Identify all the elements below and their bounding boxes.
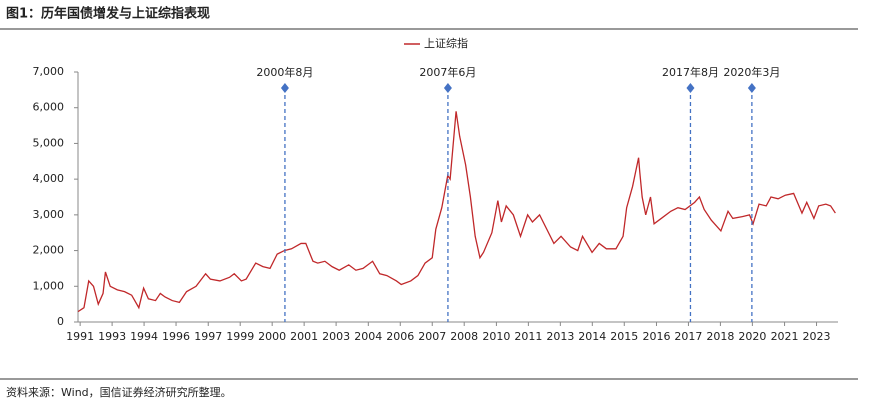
series-line bbox=[77, 111, 836, 313]
x-tick-label: 2018 bbox=[706, 330, 734, 343]
x-tick-label: 2016 bbox=[642, 330, 670, 343]
y-tick-label: 1,000 bbox=[33, 279, 65, 292]
y-tick-label: 7,000 bbox=[33, 65, 65, 78]
x-tick-label: 2010 bbox=[482, 330, 510, 343]
x-tick-label: 2015 bbox=[610, 330, 638, 343]
annotation-label: 2017年8月 bbox=[662, 65, 719, 79]
x-tick-label: 2008 bbox=[450, 330, 478, 343]
y-tick-label: 5,000 bbox=[33, 136, 65, 149]
x-tick-label: 2023 bbox=[803, 330, 831, 343]
y-tick-label: 6,000 bbox=[33, 101, 65, 114]
page-title: 图1：历年国债增发与上证综指表现 bbox=[6, 6, 210, 22]
x-tick-label: 1997 bbox=[194, 330, 222, 343]
x-tick-label: 1991 bbox=[66, 330, 94, 343]
annotation-label: 2007年6月 bbox=[419, 65, 476, 79]
x-tick-label: 2017 bbox=[674, 330, 702, 343]
y-tick-label: 2,000 bbox=[33, 244, 65, 257]
annotation-label: 2020年3月 bbox=[723, 65, 780, 79]
x-tick-label: 2021 bbox=[771, 330, 799, 343]
x-tick-label: 2006 bbox=[386, 330, 414, 343]
y-tick-label: 0 bbox=[57, 315, 64, 328]
annotation-marker bbox=[443, 83, 452, 93]
annotation-marker bbox=[686, 83, 695, 93]
x-tick-label: 1994 bbox=[130, 330, 158, 343]
annotation-marker bbox=[747, 83, 756, 93]
x-tick-label: 2013 bbox=[546, 330, 574, 343]
x-tick-label: 2000 bbox=[258, 330, 286, 343]
x-tick-label: 1993 bbox=[98, 330, 126, 343]
y-tick-label: 3,000 bbox=[33, 208, 65, 221]
x-tick-label: 2020 bbox=[738, 330, 766, 343]
annotation-label: 2000年8月 bbox=[256, 65, 313, 79]
y-tick-label: 4,000 bbox=[33, 172, 65, 185]
x-tick-label: 2003 bbox=[322, 330, 350, 343]
legend-label: 上证综指 bbox=[424, 36, 468, 50]
x-tick-label: 2007 bbox=[418, 330, 446, 343]
x-tick-label: 2011 bbox=[514, 330, 542, 343]
x-tick-label: 1999 bbox=[226, 330, 254, 343]
x-tick-label: 2014 bbox=[578, 330, 606, 343]
x-tick-label: 2004 bbox=[354, 330, 382, 343]
annotation-marker bbox=[280, 83, 289, 93]
source-note: 资料来源：Wind，国信证券经济研究所整理。 bbox=[6, 385, 232, 399]
x-tick-label: 1996 bbox=[162, 330, 190, 343]
x-tick-label: 2001 bbox=[290, 330, 318, 343]
